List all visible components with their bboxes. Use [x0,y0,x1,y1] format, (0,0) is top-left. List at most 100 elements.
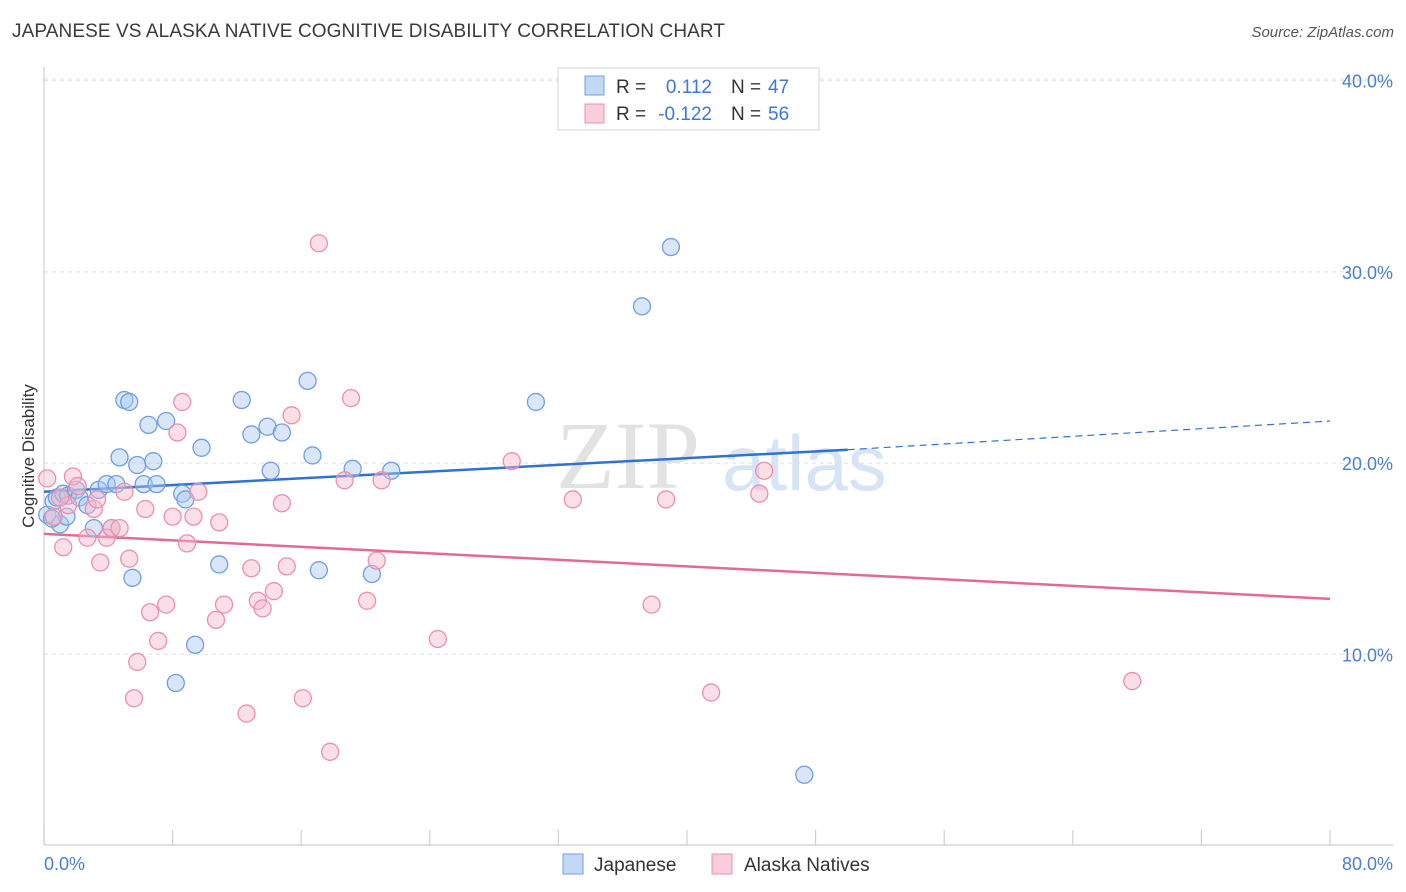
point-japanese-21 [139,415,158,435]
legend-label-japanese: Japanese [594,855,676,876]
point-alaska-48 [642,595,661,614]
point-alaska-21 [168,423,187,442]
point-alaska-9 [97,528,116,547]
point-alaska-36 [282,406,301,425]
y-tick-labels: 10.0% 20.0% 30.0% 40.0% [1342,72,1393,666]
trend-line-japanese-extension [847,420,1331,451]
stats-legend-swatch-japanese [584,75,605,96]
y-tick-label-20: 20.0% [1342,454,1393,474]
point-alaska-41 [341,388,361,408]
point-alaska-39 [320,742,340,761]
point-japanese-29 [192,438,211,457]
legend-swatch-alaska [711,853,733,875]
x-tick-label-max: 80.0% [1342,854,1393,874]
data-points [38,234,1142,784]
source-label: Source: ZipAtlas.com [1251,24,1394,41]
point-alaska-13 [120,549,139,568]
point-alaska-49 [656,490,676,509]
point-alaska-12 [115,482,134,501]
point-alaska-19 [157,595,176,614]
point-japanese-12 [97,474,116,494]
point-alaska-45 [428,629,447,649]
stats-legend-r-value-japanese: 0.112 [666,77,712,98]
point-alaska-16 [136,499,155,519]
point-alaska-35 [277,557,296,576]
point-japanese-31 [232,390,251,410]
watermark-zip: ZIP [556,402,700,509]
point-japanese-23 [147,474,166,494]
point-alaska-8 [91,553,110,572]
point-alaska-2 [54,538,73,557]
trend-line-alaska [43,532,1331,601]
point-alaska-23 [177,534,197,553]
point-alaska-4 [63,467,83,486]
point-japanese-17 [120,392,139,412]
point-alaska-5 [68,476,87,496]
point-alaska-50 [701,683,721,702]
y-axis-title: Cognitive Disability [19,384,38,528]
point-japanese-38 [309,561,329,580]
point-alaska-28 [214,595,234,614]
point-japanese-5 [57,507,76,526]
point-alaska-30 [242,559,261,578]
point-alaska-18 [148,631,168,651]
axes [43,67,1393,846]
stats-legend-n-label-alaska: N = [731,104,761,125]
point-japanese-15 [110,448,129,467]
point-japanese-18 [123,568,142,587]
point-japanese-43 [632,297,652,316]
point-alaska-55 [87,490,107,509]
x-tick-label-min: 0.0% [44,854,85,874]
point-japanese-20 [134,474,153,494]
point-japanese-44 [661,237,681,257]
point-japanese-25 [166,673,185,693]
point-japanese-32 [242,425,261,444]
point-alaska-14 [124,689,144,708]
point-japanese-45 [795,765,814,784]
point-alaska-1 [44,507,63,526]
point-alaska-46 [502,452,521,471]
point-alaska-6 [78,528,97,547]
point-japanese-19 [128,455,147,475]
point-alaska-34 [272,494,292,513]
stats-legend: R = 0.112 N = 47 R = -0.122 N = 56 [557,67,820,131]
point-alaska-32 [253,599,272,618]
point-japanese-41 [382,461,401,480]
point-alaska-20 [163,507,182,526]
point-alaska-43 [367,551,386,570]
point-alaska-26 [206,610,226,630]
point-alaska-11 [110,518,129,538]
point-japanese-24 [157,411,176,431]
y-tick-label-40: 40.0% [1342,72,1393,92]
point-japanese-30 [210,555,229,574]
legend-swatch-japanese [562,853,584,875]
point-alaska-44 [372,471,391,490]
chart-title: JAPANESE VS ALASKA NATIVE COGNITIVE DISA… [12,21,726,42]
trend-line-japanese [43,448,848,494]
point-alaska-24 [184,507,203,526]
legend-label-alaska: Alaska Natives [744,855,870,876]
point-japanese-26 [173,484,192,503]
point-alaska-37 [293,689,312,708]
point-japanese-28 [185,635,205,654]
point-japanese-40 [362,564,382,584]
stats-legend-n-label-japanese: N = [731,77,761,98]
point-alaska-52 [755,461,774,480]
point-alaska-22 [173,392,192,412]
stats-legend-r-value-alaska: -0.122 [658,104,712,125]
point-alaska-51 [750,484,769,503]
point-japanese-37 [303,446,322,465]
point-japanese-35 [272,423,292,442]
point-japanese-34 [261,461,280,480]
y-tick-label-10: 10.0% [1342,645,1393,665]
stats-legend-n-value-alaska: 56 [768,104,789,125]
point-alaska-25 [189,482,208,501]
point-alaska-54 [50,488,70,507]
point-alaska-33 [264,582,284,601]
point-alaska-0 [38,469,57,488]
y-tick-label-30: 30.0% [1342,263,1393,283]
point-alaska-27 [210,513,229,532]
point-alaska-38 [309,234,329,253]
point-alaska-53 [1123,671,1142,691]
